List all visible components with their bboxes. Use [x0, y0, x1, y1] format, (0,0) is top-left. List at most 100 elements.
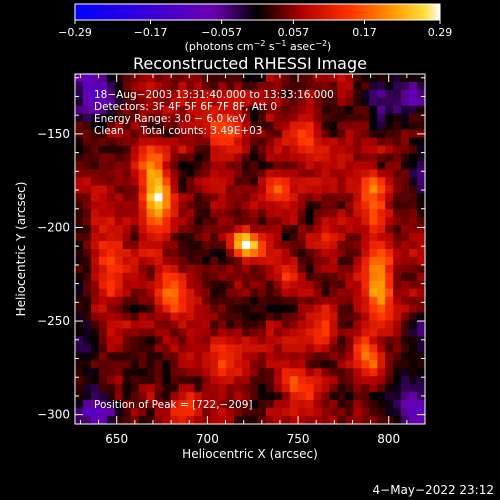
heatmap-cell: [242, 360, 251, 369]
heatmap-cell: [234, 360, 243, 369]
heatmap-cell: [154, 121, 163, 131]
heatmap-cell: [401, 312, 410, 321]
heatmap-cell: [305, 169, 315, 178]
heatmap-cell: [218, 328, 227, 337]
heatmap-cell: [369, 384, 378, 393]
heatmap-cell: [377, 368, 386, 377]
heatmap-cell: [329, 352, 338, 361]
heatmap-cell: [218, 344, 227, 353]
heatmap-cell: [281, 249, 291, 258]
heatmap-cell: [218, 352, 227, 361]
heatmap-cell: [273, 74, 283, 83]
heatmap-cell: [178, 272, 187, 282]
heatmap-cell: [170, 177, 179, 186]
heatmap-cell: [345, 233, 354, 242]
heatmap-cell: [242, 416, 251, 425]
heatmap-cell: [210, 264, 219, 274]
heatmap-cell: [98, 280, 108, 290]
heatmap-cell: [313, 384, 322, 393]
heatmap-cell: [265, 320, 275, 329]
heatmap-cell: [114, 161, 124, 170]
heatmap-cell: [417, 336, 426, 345]
heatmap-cell: [194, 113, 203, 123]
heatmap-cell: [154, 249, 163, 258]
heatmap-cell: [154, 304, 163, 314]
heatmap-cell: [98, 400, 108, 409]
heatmap-cell: [202, 392, 211, 401]
heatmap-cell: [257, 352, 267, 361]
heatmap-cell: [186, 217, 195, 226]
heatmap-cell: [385, 272, 394, 282]
heatmap-cell: [289, 217, 299, 226]
heatmap-cell: [90, 272, 100, 282]
heatmap-cell: [146, 89, 155, 99]
heatmap-cell: [218, 392, 227, 401]
heatmap-cell: [265, 137, 275, 146]
heatmap-cell: [361, 97, 370, 107]
heatmap-cell: [313, 328, 322, 337]
heatmap-cell: [186, 256, 195, 266]
heatmap-cell: [385, 121, 394, 131]
heatmap-cell: [106, 352, 116, 361]
heatmap-cell: [90, 81, 100, 91]
heatmap-cell: [202, 320, 211, 329]
heatmap-cell: [138, 145, 147, 154]
heatmap-cell: [218, 81, 227, 91]
heatmap-cell: [393, 153, 402, 162]
heatmap-cell: [353, 74, 362, 83]
heatmap-cell: [329, 193, 338, 202]
heatmap-cell: [409, 352, 418, 361]
heatmap-cell: [90, 280, 100, 290]
heatmap-cell: [393, 304, 402, 314]
heatmap-cell: [257, 161, 267, 170]
heatmap-cell: [130, 105, 140, 115]
heatmap-cell: [305, 89, 315, 99]
heatmap-cell: [377, 376, 386, 385]
heatmap-cell: [98, 185, 108, 194]
heatmap-cell: [385, 81, 394, 91]
heatmap-cell: [417, 249, 426, 258]
heatmap-cell: [353, 344, 362, 353]
heatmap-cell: [226, 400, 235, 409]
heatmap-cell: [353, 137, 362, 146]
heatmap-cell: [409, 256, 418, 266]
heatmap-cell: [257, 81, 267, 91]
heatmap-cell: [234, 177, 243, 186]
heatmap-cell: [289, 336, 299, 345]
heatmap-cell: [226, 153, 235, 162]
heatmap-cell: [226, 137, 235, 146]
heatmap-cell: [337, 201, 346, 210]
heatmap-cell: [154, 201, 163, 210]
heatmap-cell: [178, 256, 187, 266]
heatmap-cell: [170, 185, 179, 194]
heatmap-cell: [273, 344, 283, 353]
heatmap-cell: [313, 74, 322, 83]
heatmap-cell: [146, 169, 155, 178]
heatmap-cell: [218, 177, 227, 186]
heatmap-cell: [138, 185, 147, 194]
heatmap-cell: [337, 264, 346, 274]
heatmap-cell: [98, 97, 108, 107]
heatmap-cell: [82, 74, 92, 83]
heatmap-cell: [138, 368, 147, 377]
heatmap-cell: [401, 193, 410, 202]
heatmap-cell: [353, 89, 362, 99]
heatmap-cell: [393, 233, 402, 242]
heatmap-cell: [345, 193, 354, 202]
heatmap-cell: [114, 185, 124, 194]
x-axis-label: Heliocentric X (arcsec): [182, 447, 318, 461]
heatmap-cell: [257, 209, 267, 218]
heatmap-cell: [82, 185, 92, 194]
heatmap-cell: [210, 296, 219, 306]
heatmap-cell: [210, 97, 219, 107]
heatmap-cell: [75, 217, 84, 226]
heatmap-cell: [202, 352, 211, 361]
heatmap-cell: [273, 89, 283, 99]
heatmap-cell: [178, 209, 187, 218]
heatmap-cell: [194, 129, 203, 139]
heatmap-cell: [281, 241, 291, 250]
heatmap-cell: [122, 153, 132, 162]
heatmap-cell: [75, 368, 84, 377]
heatmap-cell: [234, 209, 243, 218]
heatmap-cell: [393, 129, 402, 139]
